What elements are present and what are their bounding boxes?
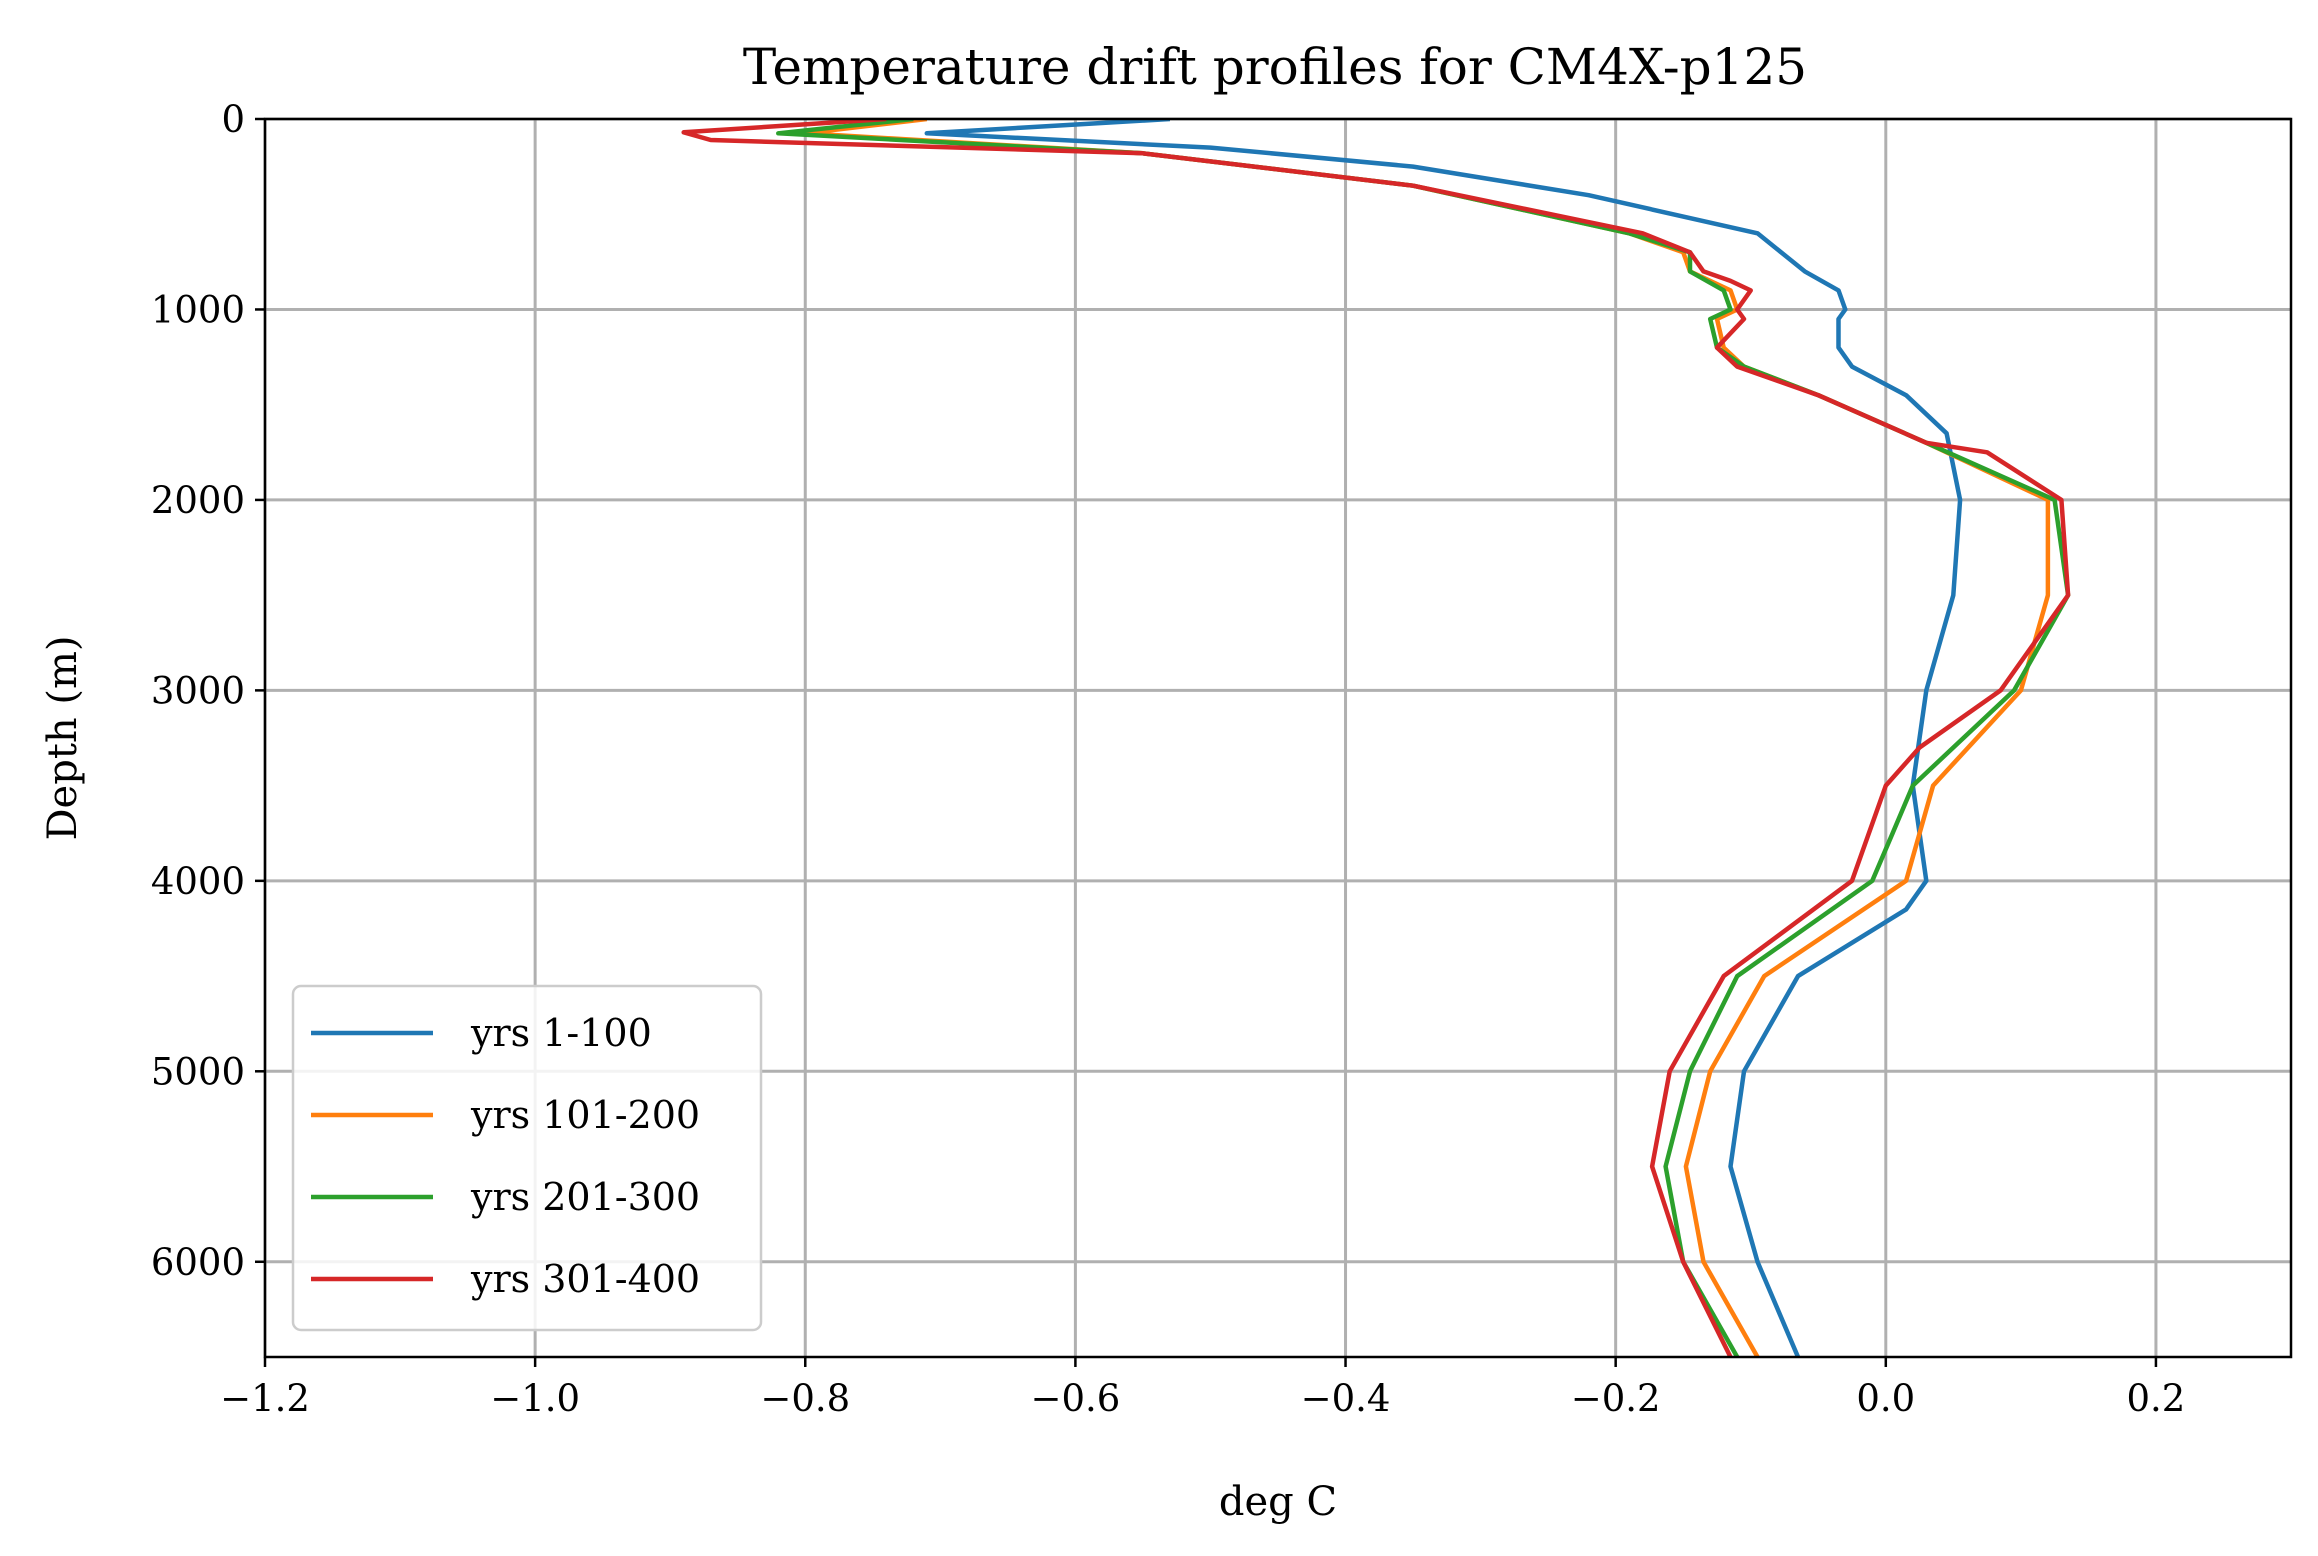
plot-frame bbox=[263, 117, 2293, 1359]
axis-ticks: −1.2 −1.0 −0.8 −0.6 −0.4 −0.2 0.0 0.2 0 1000 2000 3… bbox=[151, 98, 2186, 1420]
y-tick-label: 3000 bbox=[151, 669, 245, 712]
x-tick-label: −0.6 bbox=[1030, 1377, 1120, 1420]
series-line-1 bbox=[924, 119, 1963, 1357]
legend-label-3: yrs 201-300 bbox=[470, 1175, 700, 1219]
x-tick-label: −1.2 bbox=[220, 1377, 310, 1420]
series-lines bbox=[681, 119, 2071, 1357]
chart-title: Temperature drift profiles for CM4X-p125 bbox=[743, 38, 1807, 96]
legend-label-1: yrs 1-100 bbox=[470, 1011, 652, 1055]
series-line-4 bbox=[681, 119, 2071, 1357]
y-tick-label: 1000 bbox=[151, 288, 245, 331]
legend-label-2: yrs 101-200 bbox=[470, 1093, 700, 1137]
x-tick-label: −0.2 bbox=[1571, 1377, 1661, 1420]
y-tick-label: 2000 bbox=[151, 479, 245, 522]
x-tick-label: 0.0 bbox=[1856, 1377, 1915, 1420]
y-tick-label: 5000 bbox=[151, 1050, 245, 1093]
legend: yrs 1-100 yrs 101-200 yrs 201-300 yrs 301-4… bbox=[291, 984, 763, 1332]
x-tick-label: −1.0 bbox=[490, 1377, 580, 1420]
x-tick-label: 0.2 bbox=[2127, 1377, 2186, 1420]
y-tick-label: 6000 bbox=[151, 1241, 245, 1284]
x-tick-label: −0.8 bbox=[760, 1377, 850, 1420]
x-axis-label: deg C bbox=[1219, 1479, 1337, 1525]
legend-box bbox=[291, 984, 763, 1332]
y-tick-label: 4000 bbox=[151, 860, 245, 903]
y-tick-label: 0 bbox=[221, 98, 245, 141]
legend-label-4: yrs 301-400 bbox=[470, 1257, 700, 1301]
x-tick-label: −0.4 bbox=[1301, 1377, 1391, 1420]
y-axis-label: Depth (m) bbox=[40, 635, 86, 840]
